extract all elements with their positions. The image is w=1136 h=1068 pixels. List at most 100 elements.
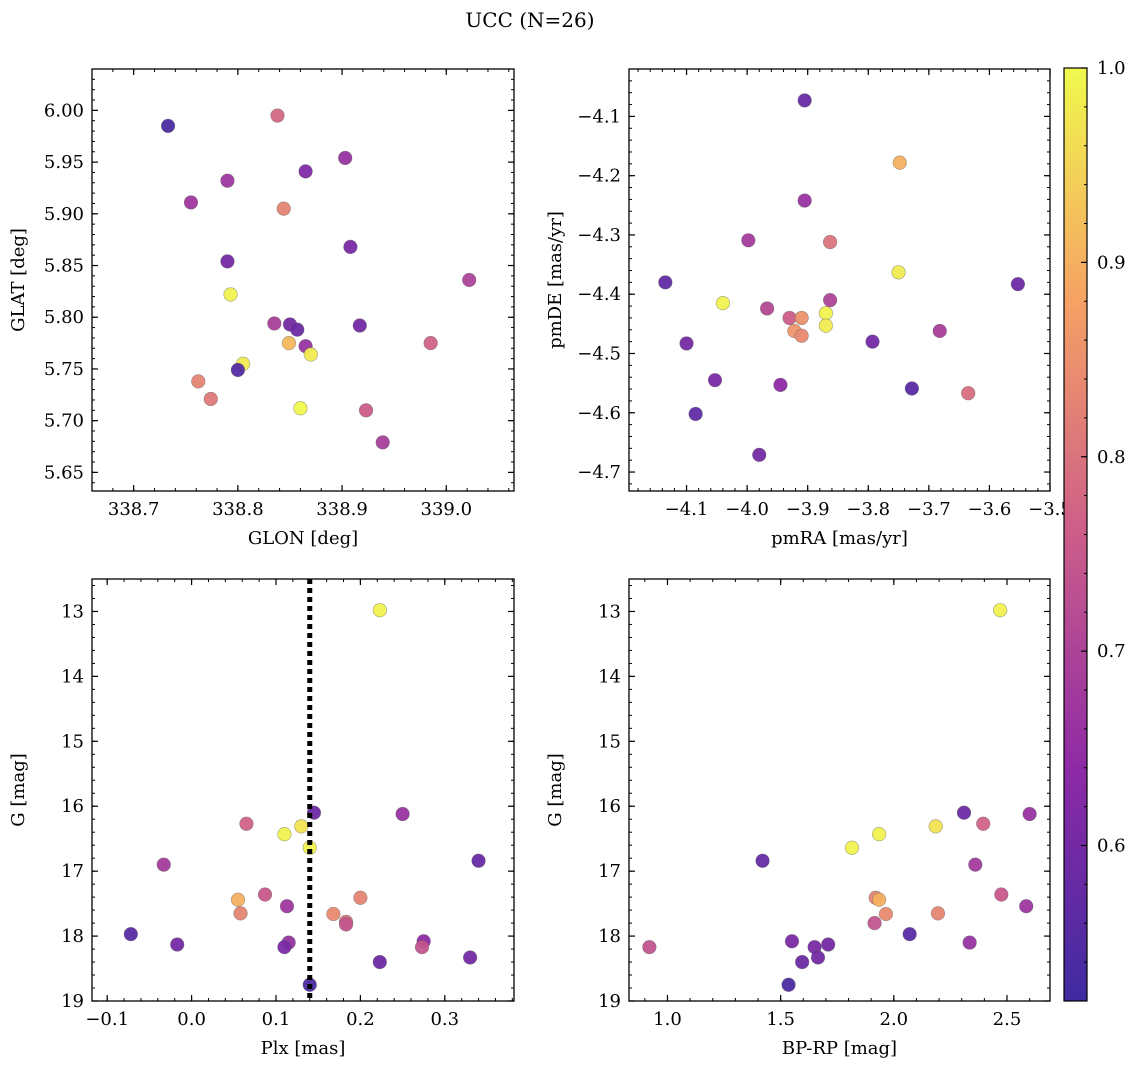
scatter-point: [183, 195, 199, 210]
scatter-point: [715, 296, 730, 311]
scatter-point: [797, 193, 812, 208]
scatter-point: [293, 401, 308, 416]
scatter-point: [395, 806, 410, 822]
scatter-point: [707, 373, 723, 388]
scatter-point: [1019, 899, 1034, 914]
x-axis-label: Plx [mas]: [261, 1038, 346, 1059]
y-tick-label: 16: [598, 796, 621, 817]
x-axis-label: pmRA [mas/yr]: [771, 528, 908, 549]
scatter-point: [423, 335, 438, 351]
scatter-point: [343, 239, 358, 255]
panel-bottom-left: −0.1 0.0 0.1 0.2 0.3 13 14 15 16 17 18 19 Plx [mas] G…: [8, 578, 515, 1059]
x-tick-label: −3.8: [846, 499, 890, 520]
scatter-point: [752, 447, 767, 462]
scatter-point: [961, 386, 976, 401]
scatter-point: [239, 816, 254, 831]
y-tick-label: 14: [61, 666, 84, 687]
scatter-point: [797, 93, 812, 108]
y-axis-label: G [mag]: [545, 753, 566, 826]
colorbar-tick-label: 1.0: [1097, 58, 1126, 79]
scatter-point: [892, 155, 907, 170]
scatter-point: [123, 927, 138, 942]
y-tick-label: 13: [598, 601, 621, 622]
y-tick-label: −4.6: [577, 403, 621, 424]
y-tick-label: 5.85: [44, 256, 84, 277]
scatter-point: [279, 899, 295, 914]
scatter-point: [277, 940, 292, 955]
plot-frame: [91, 68, 515, 492]
y-tick-label: 15: [598, 731, 621, 752]
y-tick-label: 15: [61, 731, 84, 752]
scatter-point: [303, 347, 318, 362]
scatter-point: [994, 887, 1009, 902]
y-tick-label: 5.65: [44, 462, 84, 483]
scatter-point: [781, 977, 796, 992]
scatter-point: [352, 318, 367, 333]
x-tick-label: 339.0: [421, 499, 473, 520]
scatter-point: [823, 293, 838, 308]
x-tick-label: 2.5: [993, 1009, 1022, 1030]
scatter-point: [156, 857, 171, 872]
x-tick-label: 338.8: [212, 499, 264, 520]
y-tick-label: 19: [61, 991, 84, 1012]
x-tick-label: 1.0: [653, 1009, 682, 1030]
scatter-point: [326, 906, 341, 922]
y-tick-label: −4.7: [577, 462, 621, 483]
scatter-point: [872, 892, 887, 907]
x-tick-label: −0.1: [85, 1009, 129, 1030]
plot-frame: [91, 578, 515, 1002]
x-tick-label: 0.1: [262, 1009, 291, 1030]
x-axis-label: GLON [deg]: [248, 528, 358, 549]
plot-frame: [628, 578, 1051, 1002]
scatter-point: [902, 927, 917, 942]
scatter-point: [257, 887, 273, 902]
scatter-point: [823, 234, 838, 250]
scatter-point: [463, 950, 478, 965]
x-tick-label: −3.5: [1028, 499, 1072, 520]
scatter-point: [956, 805, 972, 820]
y-tick-label: 17: [598, 861, 621, 882]
scatter-point: [818, 306, 833, 321]
scatter-point: [794, 310, 809, 326]
y-tick-label: 17: [61, 861, 84, 882]
scatter-point: [277, 827, 292, 842]
y-tick-label: 16: [61, 796, 84, 817]
scatter-point: [773, 377, 788, 393]
y-axis-label: GLAT [deg]: [8, 228, 29, 332]
scatter-point: [642, 940, 657, 955]
scatter-point: [338, 917, 354, 932]
y-tick-label: −4.2: [577, 166, 621, 187]
scatter-point: [962, 935, 977, 950]
y-tick-label: −4.4: [577, 284, 621, 305]
scatter-point: [338, 150, 353, 166]
scatter-points: [658, 93, 1025, 462]
colorbar-tick-label: 0.7: [1097, 641, 1126, 662]
scatter-point: [821, 937, 836, 952]
x-tick-label: −3.7: [907, 499, 951, 520]
scatter-points: [123, 603, 486, 992]
scatter-point: [679, 336, 694, 351]
scatter-point: [658, 275, 673, 290]
x-tick-label: −4.1: [665, 499, 709, 520]
scatter-point: [867, 915, 882, 931]
colorbar: 0.6 0.7 0.8 0.9 1.0: [1063, 58, 1126, 1002]
scatter-point: [290, 322, 305, 337]
x-tick-label: −3.9: [786, 499, 830, 520]
x-tick-label: −4.0: [725, 499, 769, 520]
y-axis-label: G [mag]: [8, 753, 29, 826]
scatter-point: [976, 816, 991, 831]
x-axis-label: BP-RP [mag]: [782, 1038, 897, 1059]
scatter-point: [755, 853, 770, 868]
scatter-point: [220, 173, 235, 188]
scatter-point: [230, 362, 245, 378]
scatter-point: [233, 906, 248, 921]
scatter-point: [270, 108, 285, 123]
scatter-point: [904, 381, 919, 396]
y-tick-label: −4.5: [577, 343, 621, 364]
scatter-point: [782, 310, 797, 326]
scatter-point: [993, 603, 1008, 618]
x-tick-label: 0.0: [177, 1009, 206, 1030]
scatter-point: [372, 603, 387, 618]
scatter-point: [1010, 277, 1025, 292]
